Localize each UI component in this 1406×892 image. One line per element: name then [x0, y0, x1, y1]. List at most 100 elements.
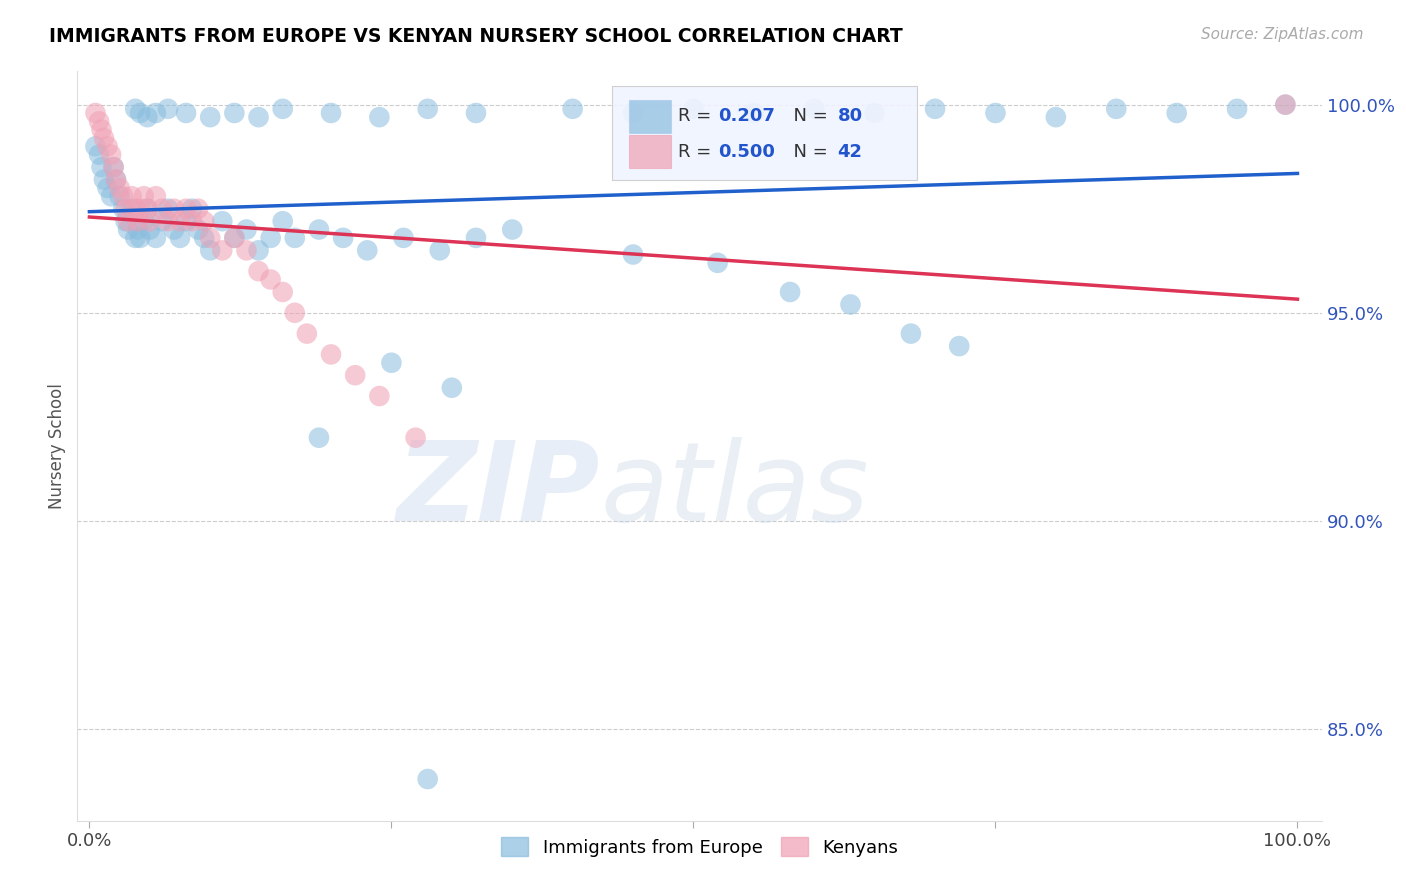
Text: 42: 42 [838, 143, 863, 161]
Legend: Immigrants from Europe, Kenyans: Immigrants from Europe, Kenyans [494, 830, 905, 864]
Point [124, 102, 146, 116]
Point [284, 231, 307, 245]
Point [211, 244, 233, 258]
Point [295, 326, 318, 341]
Point [139, 214, 162, 228]
Point [247, 264, 270, 278]
Point [150, 214, 173, 228]
Point [156, 214, 179, 228]
Point [440, 381, 463, 395]
Point [87, 147, 110, 161]
Point [235, 244, 257, 258]
Point [174, 106, 197, 120]
Text: N =: N = [782, 143, 834, 161]
Point [1105, 102, 1128, 116]
FancyBboxPatch shape [628, 100, 671, 133]
Point [368, 389, 391, 403]
Point [200, 231, 222, 245]
Point [132, 214, 155, 228]
Point [742, 106, 765, 120]
Point [344, 368, 367, 383]
Y-axis label: Nursery School: Nursery School [48, 383, 66, 509]
Point [271, 214, 294, 228]
Point [308, 222, 330, 236]
Point [224, 231, 246, 245]
Point [114, 214, 136, 228]
Point [100, 189, 122, 203]
Point [356, 244, 378, 258]
Point [682, 102, 704, 116]
Point [259, 272, 281, 286]
Point [169, 214, 191, 228]
Point [90, 122, 112, 136]
Point [129, 231, 152, 245]
Point [163, 202, 186, 216]
Point [621, 106, 644, 120]
Point [84, 139, 107, 153]
Point [90, 160, 112, 174]
Point [181, 202, 204, 216]
Point [112, 202, 135, 216]
Text: atlas: atlas [600, 437, 869, 544]
Point [621, 247, 644, 261]
Text: ZIP: ZIP [396, 437, 600, 544]
Text: Source: ZipAtlas.com: Source: ZipAtlas.com [1201, 27, 1364, 42]
Point [127, 214, 149, 228]
Point [145, 189, 167, 203]
Point [900, 326, 922, 341]
Point [103, 160, 125, 174]
Point [104, 172, 127, 186]
Point [1045, 110, 1067, 124]
Point [465, 231, 488, 245]
Point [561, 102, 583, 116]
Point [156, 202, 179, 216]
Point [108, 181, 131, 195]
Point [124, 231, 146, 245]
Point [112, 189, 135, 203]
Point [136, 202, 159, 216]
Point [332, 231, 354, 245]
Point [145, 106, 167, 120]
Point [803, 102, 825, 116]
Point [193, 214, 215, 228]
FancyBboxPatch shape [628, 135, 671, 168]
Text: R =: R = [678, 143, 717, 161]
Text: N =: N = [782, 107, 834, 125]
Point [121, 189, 143, 203]
Point [181, 214, 204, 228]
Text: R =: R = [678, 107, 717, 125]
Point [224, 106, 246, 120]
Point [863, 106, 886, 120]
Point [319, 106, 342, 120]
Point [200, 110, 222, 124]
Point [380, 356, 402, 370]
Point [259, 231, 281, 245]
Point [187, 222, 209, 236]
Point [139, 222, 162, 236]
Point [706, 256, 728, 270]
Point [104, 172, 127, 186]
Point [465, 106, 488, 120]
Point [93, 172, 115, 186]
Point [136, 202, 159, 216]
Point [187, 202, 209, 216]
Point [169, 231, 191, 245]
Point [839, 297, 862, 311]
Point [117, 214, 139, 228]
Point [224, 231, 246, 245]
Text: IMMIGRANTS FROM EUROPE VS KENYAN NURSERY SCHOOL CORRELATION CHART: IMMIGRANTS FROM EUROPE VS KENYAN NURSERY… [49, 27, 903, 45]
Point [121, 202, 143, 216]
Point [129, 106, 152, 120]
Point [117, 222, 139, 236]
Point [1274, 97, 1296, 112]
Point [392, 231, 415, 245]
Point [93, 131, 115, 145]
Point [200, 244, 222, 258]
Point [247, 110, 270, 124]
Text: 0.500: 0.500 [718, 143, 775, 161]
Text: 0.207: 0.207 [718, 107, 775, 125]
Point [84, 106, 107, 120]
Point [127, 222, 149, 236]
Point [129, 202, 152, 216]
Point [924, 102, 946, 116]
